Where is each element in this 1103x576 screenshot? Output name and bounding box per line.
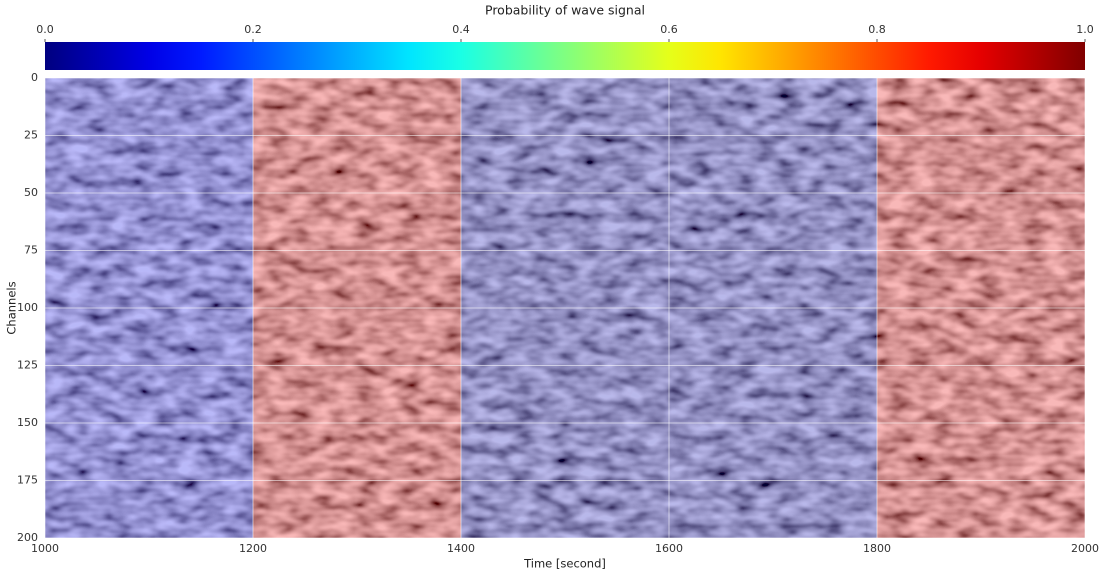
y-tick-label: 100 <box>17 301 38 314</box>
colorbar-tick-label: 0.4 <box>452 23 470 36</box>
colorbar-tick-label: 0.2 <box>244 23 262 36</box>
colorbar-tick-label: 0.8 <box>868 23 886 36</box>
colorbar-title: Probability of wave signal <box>485 3 645 18</box>
y-tick-label: 175 <box>17 474 38 487</box>
x-tick-label: 2000 <box>1071 542 1099 555</box>
x-tick-label: 1800 <box>863 542 891 555</box>
colorbar <box>45 42 1085 70</box>
y-tick-label: 150 <box>17 416 38 429</box>
y-tick-label: 50 <box>24 186 38 199</box>
colorbar-tick-label: 1.0 <box>1076 23 1094 36</box>
x-tick-label: 1200 <box>239 542 267 555</box>
y-tick-label: 75 <box>24 244 38 257</box>
colorbar-tick-label: 0.0 <box>36 23 54 36</box>
x-tick-label: 1400 <box>447 542 475 555</box>
y-tick-label: 0 <box>31 71 38 84</box>
colorbar-tick-label: 0.6 <box>660 23 678 36</box>
x-tick-label: 1000 <box>31 542 59 555</box>
y-tick-label: 125 <box>17 359 38 372</box>
x-tick-label: 1600 <box>655 542 683 555</box>
x-axis-label: Time [second] <box>523 557 606 571</box>
y-tick-label: 25 <box>24 129 38 142</box>
y-axis-label: Channels <box>5 281 19 334</box>
y-tick-label: 200 <box>17 531 38 544</box>
